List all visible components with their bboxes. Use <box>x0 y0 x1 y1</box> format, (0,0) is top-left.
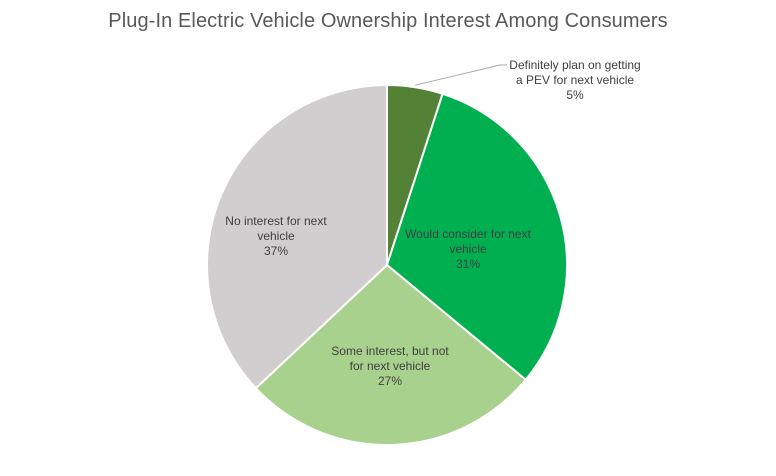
slice-label-3-line-1: Some interest, but not <box>331 344 449 358</box>
leader-lines-layer <box>415 64 507 86</box>
slice-value-label-2: 31% <box>456 257 480 271</box>
slice-label-4-line-1: No interest for next <box>225 214 327 228</box>
slice-value-label-4: 37% <box>264 244 288 258</box>
slice-label-2-line-1: Would consider for next <box>405 227 532 241</box>
pie-slice-3 <box>254 263 528 446</box>
slice-label-1-line-1: Definitely plan on getting <box>509 58 640 72</box>
slice-value-label-3: 27% <box>378 374 402 388</box>
slice-label-2-line-2: vehicle <box>449 242 487 256</box>
slices-layer <box>206 83 568 446</box>
chart-title: Plug-In Electric Vehicle Ownership Inter… <box>108 10 668 32</box>
slice-label-4-line-2: vehicle <box>257 229 295 243</box>
leader-line-1 <box>415 64 507 86</box>
pie-slice-2 <box>385 92 568 382</box>
slice-label-3-line-2: for next vehicle <box>350 359 431 373</box>
slice-value-label-1: 5% <box>566 88 584 102</box>
pie-slice-4 <box>206 83 388 390</box>
slice-label-1-line-2: a PEV for next vehicle <box>516 73 634 87</box>
